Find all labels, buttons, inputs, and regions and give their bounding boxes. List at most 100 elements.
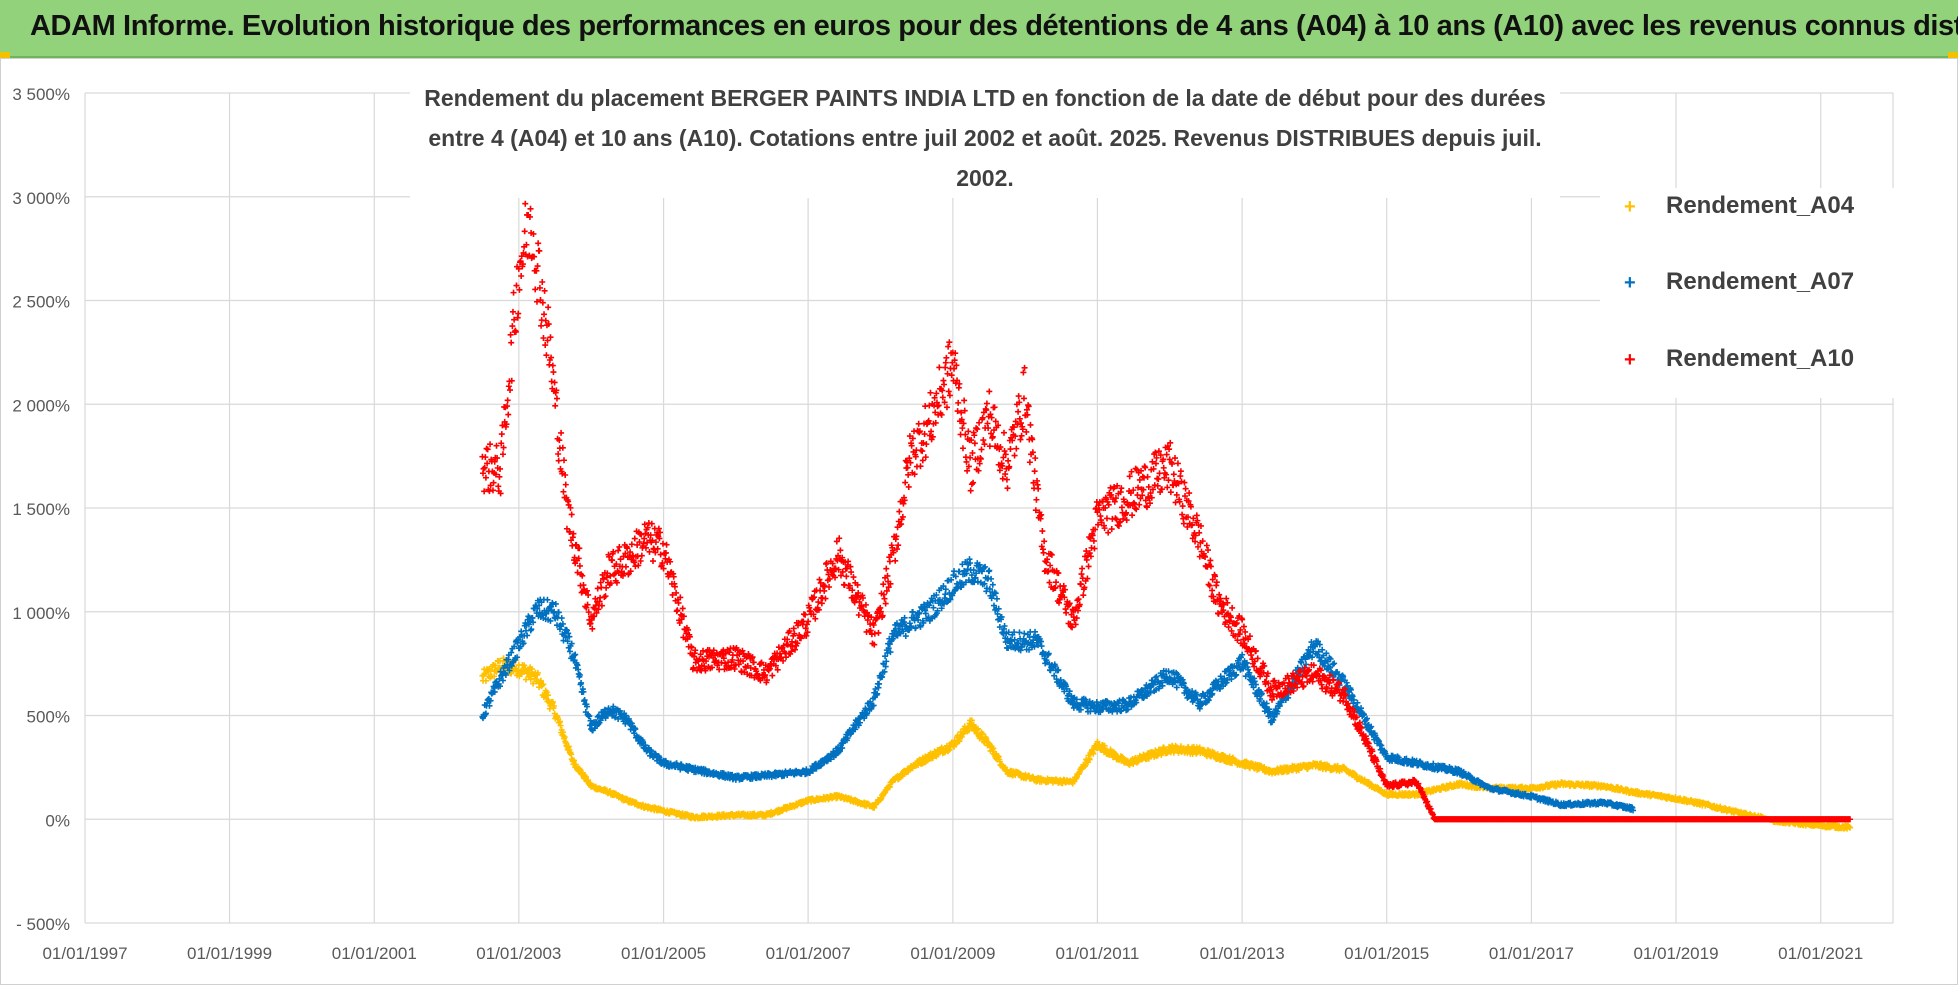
data-point xyxy=(555,450,562,457)
y-tick-label: 2 000% xyxy=(12,396,70,415)
data-point xyxy=(989,581,996,588)
data-point xyxy=(513,665,520,672)
data-point xyxy=(543,695,550,702)
data-point xyxy=(896,508,903,515)
data-point xyxy=(564,638,571,645)
data-point xyxy=(616,543,623,550)
data-point xyxy=(1032,628,1039,635)
data-point xyxy=(1001,623,1008,630)
data-point xyxy=(883,565,890,572)
data-point xyxy=(516,286,523,293)
data-point xyxy=(549,699,556,706)
data-point xyxy=(548,378,555,385)
data-point xyxy=(1086,756,1093,763)
data-point xyxy=(539,279,546,286)
data-point xyxy=(601,593,608,600)
data-point xyxy=(487,441,494,448)
data-point xyxy=(632,726,639,733)
data-point xyxy=(515,310,522,317)
data-point xyxy=(1226,753,1233,760)
data-point xyxy=(612,714,619,721)
data-point xyxy=(535,240,542,247)
data-point xyxy=(551,703,558,710)
data-point xyxy=(536,247,543,254)
data-point xyxy=(537,677,544,684)
data-point xyxy=(909,608,916,615)
data-point xyxy=(882,600,889,607)
banner-title: ADAM Informe. Evolution historique des p… xyxy=(30,10,1958,42)
x-tick-label: 01/01/2011 xyxy=(1055,944,1139,963)
data-point xyxy=(822,595,829,602)
data-point xyxy=(547,617,554,624)
data-point xyxy=(541,311,548,318)
data-point xyxy=(1331,660,1338,667)
data-point xyxy=(902,479,909,486)
data-point xyxy=(508,649,515,656)
data-point xyxy=(843,573,850,580)
data-point xyxy=(482,710,489,717)
data-point xyxy=(541,287,548,294)
data-point xyxy=(566,633,573,640)
y-tick-label: 2 500% xyxy=(12,293,70,312)
data-point xyxy=(1847,824,1854,831)
data-point xyxy=(837,547,844,554)
data-point xyxy=(583,703,590,710)
y-tick-label: - 500% xyxy=(16,915,70,934)
data-point xyxy=(511,643,518,650)
data-point xyxy=(1038,643,1045,650)
data-point xyxy=(679,605,686,612)
data-point xyxy=(568,640,575,647)
data-point xyxy=(552,600,559,607)
data-point xyxy=(491,673,498,680)
data-point xyxy=(550,369,557,376)
data-point xyxy=(674,607,681,614)
data-point xyxy=(499,677,506,684)
data-point xyxy=(499,451,506,458)
data-point xyxy=(534,669,541,676)
data-point xyxy=(508,339,515,346)
data-point xyxy=(855,612,862,619)
data-point xyxy=(559,620,566,627)
data-point xyxy=(486,702,493,709)
data-point xyxy=(602,593,609,600)
data-point xyxy=(527,618,534,625)
data-point xyxy=(545,692,552,699)
data-point xyxy=(496,675,503,682)
data-point xyxy=(802,611,809,618)
data-point xyxy=(558,429,565,436)
data-point xyxy=(525,667,532,674)
data-point xyxy=(491,688,498,695)
x-tick-label: 01/01/2003 xyxy=(476,944,561,963)
corner-mark-right xyxy=(1948,52,1958,58)
data-point xyxy=(566,648,573,655)
data-point xyxy=(522,200,529,207)
data-point xyxy=(558,615,565,622)
data-point xyxy=(534,605,541,612)
x-tick-label: 01/01/2007 xyxy=(766,944,851,963)
data-point xyxy=(628,541,635,548)
data-point xyxy=(506,667,513,674)
data-point xyxy=(512,328,519,335)
data-point xyxy=(845,558,852,565)
data-point xyxy=(818,600,825,607)
data-point xyxy=(622,563,629,570)
data-point xyxy=(993,595,1000,602)
data-point xyxy=(525,621,532,628)
data-point xyxy=(601,706,608,713)
data-point xyxy=(480,465,487,472)
data-point xyxy=(895,542,902,549)
x-tick-label: 01/01/2015 xyxy=(1344,944,1429,963)
x-tick-label: 01/01/2021 xyxy=(1778,944,1863,963)
data-point xyxy=(663,541,670,548)
data-point xyxy=(892,557,899,564)
data-point xyxy=(482,474,489,481)
data-point xyxy=(968,717,975,724)
data-point xyxy=(988,575,995,582)
data-point xyxy=(625,715,632,722)
data-point xyxy=(565,630,572,637)
data-point xyxy=(1016,629,1023,636)
data-point xyxy=(640,738,647,745)
data-point xyxy=(990,745,997,752)
data-point xyxy=(615,547,622,554)
